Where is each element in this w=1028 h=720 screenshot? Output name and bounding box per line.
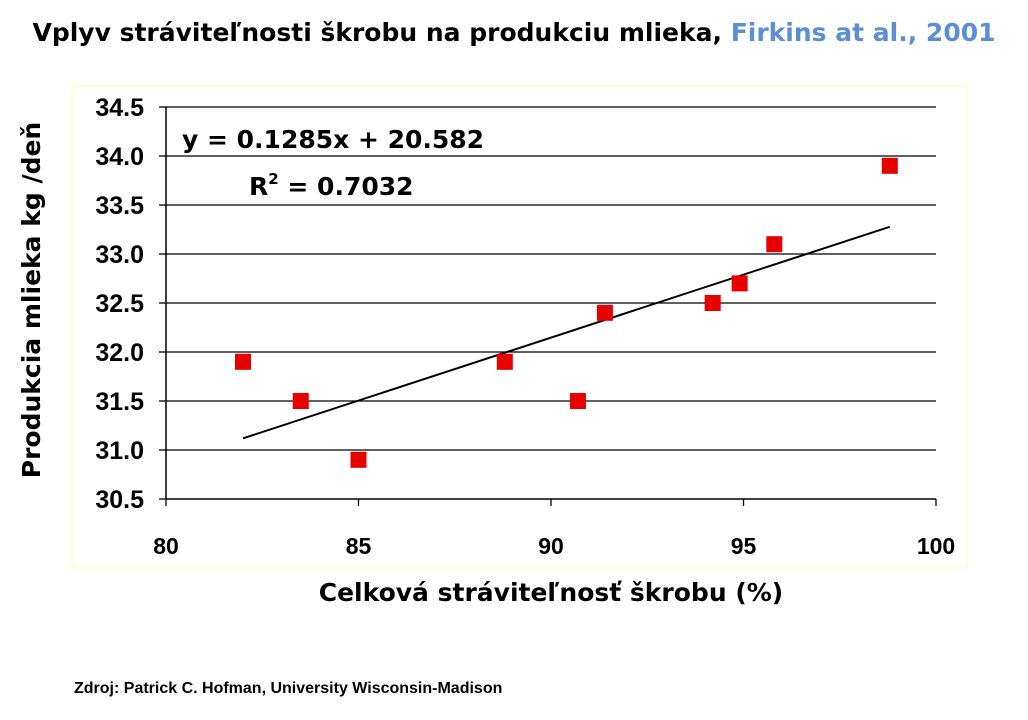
trendline-equation: y = 0.1285x + 20.582	[182, 125, 484, 154]
data-point	[350, 451, 367, 468]
data-point	[569, 393, 586, 409]
axes	[159, 106, 937, 506]
x-tick-label: 100	[917, 533, 955, 559]
x-tick-labels: 80 85 90 95 100	[153, 533, 955, 559]
y-tick-label: 32.5	[95, 290, 144, 318]
data-point	[235, 353, 251, 370]
trendline-group	[242, 225, 891, 440]
x-tick-label: 80	[153, 533, 179, 559]
x-axis-label: Celková stráviteľnosť škrobu (%)	[319, 578, 783, 607]
data-point	[766, 236, 783, 253]
trendline	[242, 225, 891, 440]
data-point	[292, 393, 309, 409]
data-points	[235, 157, 898, 468]
gridlines	[166, 106, 936, 451]
y-tick-label: 34.0	[95, 143, 144, 171]
data-point	[731, 275, 748, 292]
r-squared-letter: R	[249, 172, 268, 201]
x-tick-label: 90	[538, 533, 564, 559]
x-tick-label: 95	[731, 533, 757, 559]
y-tick-label: 33.5	[95, 192, 144, 220]
data-point	[881, 157, 898, 174]
y-tick-label: 31.0	[95, 437, 144, 465]
y-tick-label: 31.5	[95, 388, 144, 416]
data-point	[596, 304, 613, 321]
title-citation: Firkins at al., 2001	[730, 18, 996, 47]
x-tick-label: 85	[346, 533, 372, 559]
chart-title: Vplyv stráviteľnosti škrobu na produkciu…	[0, 18, 1028, 47]
source-note: Zdroj: Patrick C. Hofman, University Wis…	[74, 680, 503, 697]
y-tick-label: 33.0	[95, 241, 144, 269]
r-squared-value: = 0.7032	[279, 172, 414, 201]
r-squared-label: R2 = 0.7032	[249, 170, 414, 201]
y-tick-label: 30.5	[95, 486, 144, 514]
y-axis-label: Produkcia mlieka kg /deň	[17, 122, 46, 478]
y-tick-label: 34.5	[95, 94, 144, 122]
y-tick-label: 32.0	[95, 339, 144, 367]
title-main: Vplyv stráviteľnosti škrobu na produkciu…	[32, 18, 731, 47]
y-tick-labels: 30.5 31.0 31.5 32.0 32.5 33.0 33.5 34.0 34.5	[95, 94, 144, 514]
plot-area-border	[71, 85, 968, 569]
data-point	[704, 295, 721, 311]
data-point	[496, 353, 513, 370]
r-squared-superscript: 2	[268, 170, 278, 188]
